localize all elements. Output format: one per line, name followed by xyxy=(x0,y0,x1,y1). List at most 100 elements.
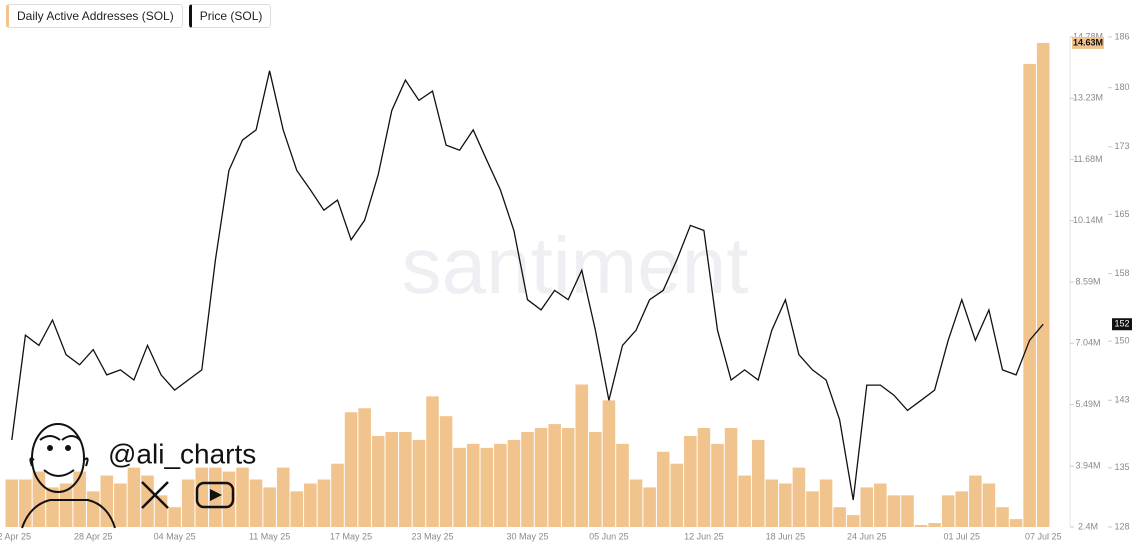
y-tick-label: 10.14M xyxy=(1073,215,1103,225)
bar xyxy=(711,443,724,527)
bar xyxy=(439,416,453,527)
bar xyxy=(738,475,751,527)
x-tick-label: 24 Jun 25 xyxy=(847,531,887,541)
y2-tick-label: 135 xyxy=(1114,462,1129,472)
value-badge xyxy=(1072,36,1104,49)
bar xyxy=(59,483,73,527)
bar xyxy=(833,507,846,527)
bar xyxy=(1036,42,1050,527)
bar xyxy=(263,487,276,527)
bar xyxy=(806,491,819,527)
legend-item[interactable]: Price (SOL) xyxy=(188,4,272,28)
y2-tick-label: 150 xyxy=(1114,336,1129,346)
handle: @ali_charts xyxy=(108,438,256,469)
y-tick-label: 7.04M xyxy=(1075,338,1100,348)
y-tick-label: 13.23M xyxy=(1073,93,1103,103)
x-tick-label: 28 Apr 25 xyxy=(74,531,113,541)
bar xyxy=(887,495,901,527)
bar xyxy=(684,435,697,527)
bar xyxy=(466,443,480,527)
avatar xyxy=(21,423,116,529)
bar xyxy=(168,507,181,527)
bar xyxy=(874,483,887,527)
bar xyxy=(629,479,643,527)
youtube-icon xyxy=(195,481,235,509)
bar xyxy=(724,428,738,527)
bar xyxy=(765,479,779,527)
legend: Daily Active Addresses (SOL) Price (SOL) xyxy=(6,4,272,28)
x-tick-label: 01 Jul 25 xyxy=(944,531,981,541)
bar xyxy=(575,384,589,527)
bar xyxy=(46,487,59,527)
bar xyxy=(901,495,914,527)
bar xyxy=(928,523,941,527)
y2-tick-label: 180 xyxy=(1114,82,1129,92)
watermark: santiment xyxy=(402,221,749,310)
bar xyxy=(616,443,629,527)
bar xyxy=(941,495,955,527)
bar xyxy=(589,432,602,527)
y2-tick-label: 173 xyxy=(1114,141,1129,151)
y-tick-label: 8.59M xyxy=(1075,276,1100,286)
x-tick-label: 18 Jun 25 xyxy=(766,531,806,541)
value-label: 14.63M xyxy=(1073,37,1103,47)
bar xyxy=(344,412,358,527)
bar xyxy=(521,432,534,527)
bar xyxy=(860,487,874,527)
price-line xyxy=(11,70,1044,501)
bar xyxy=(955,491,969,527)
bar xyxy=(331,463,344,527)
x-tick-label: 11 May 25 xyxy=(249,531,290,541)
y2-tick-label: 165 xyxy=(1114,209,1129,219)
x-tick-label: 12 Jun 25 xyxy=(684,531,724,541)
value-label: 152 xyxy=(1114,319,1129,329)
bar xyxy=(969,475,982,527)
bar xyxy=(779,483,792,527)
bar xyxy=(982,483,996,527)
x-tick-label: 17 May 25 xyxy=(330,531,372,541)
bar xyxy=(819,479,833,527)
bar xyxy=(602,400,616,527)
bar xyxy=(697,428,711,527)
bar xyxy=(371,435,385,527)
bar xyxy=(86,491,100,527)
plot: 2.4M 3.94M 5.49M 7.04M 8.59M 10.14M 11.68M 13.2… xyxy=(0,31,1132,541)
bar xyxy=(656,451,670,527)
y-tick-label: 14.78M xyxy=(1073,31,1103,41)
bar xyxy=(792,467,806,527)
bar xyxy=(100,475,114,527)
y-tick-label: 11.68M xyxy=(1073,154,1102,164)
bar xyxy=(507,439,521,527)
legend-item[interactable]: Daily Active Addresses (SOL) xyxy=(6,4,183,28)
y2-tick-label: 186 xyxy=(1114,31,1129,41)
bar xyxy=(236,467,249,527)
bar xyxy=(358,408,371,527)
x-tick-label: 23 May 25 xyxy=(411,531,453,541)
bar xyxy=(304,483,317,527)
bar xyxy=(453,447,466,527)
bar xyxy=(5,479,19,527)
bar xyxy=(1009,519,1023,527)
bar xyxy=(494,443,507,527)
bar xyxy=(249,479,263,527)
bar xyxy=(426,396,439,527)
bar xyxy=(670,463,684,527)
value-badge xyxy=(1112,318,1132,331)
bar xyxy=(534,428,548,527)
bar xyxy=(751,439,765,527)
bar xyxy=(385,432,399,527)
bar xyxy=(561,428,575,527)
y2-tick-label: 128 xyxy=(1114,521,1129,531)
bar xyxy=(399,432,412,527)
bar xyxy=(1023,63,1036,528)
bar xyxy=(480,447,494,527)
bar xyxy=(643,487,656,527)
x-tick-label: 07 Jul 25 xyxy=(1025,531,1062,541)
x-tick-label: 04 May 25 xyxy=(154,531,196,541)
bar xyxy=(127,467,141,527)
bar xyxy=(914,525,928,527)
x-icon xyxy=(141,481,169,509)
x-tick-label: 30 May 25 xyxy=(506,531,548,541)
bar xyxy=(276,467,290,527)
